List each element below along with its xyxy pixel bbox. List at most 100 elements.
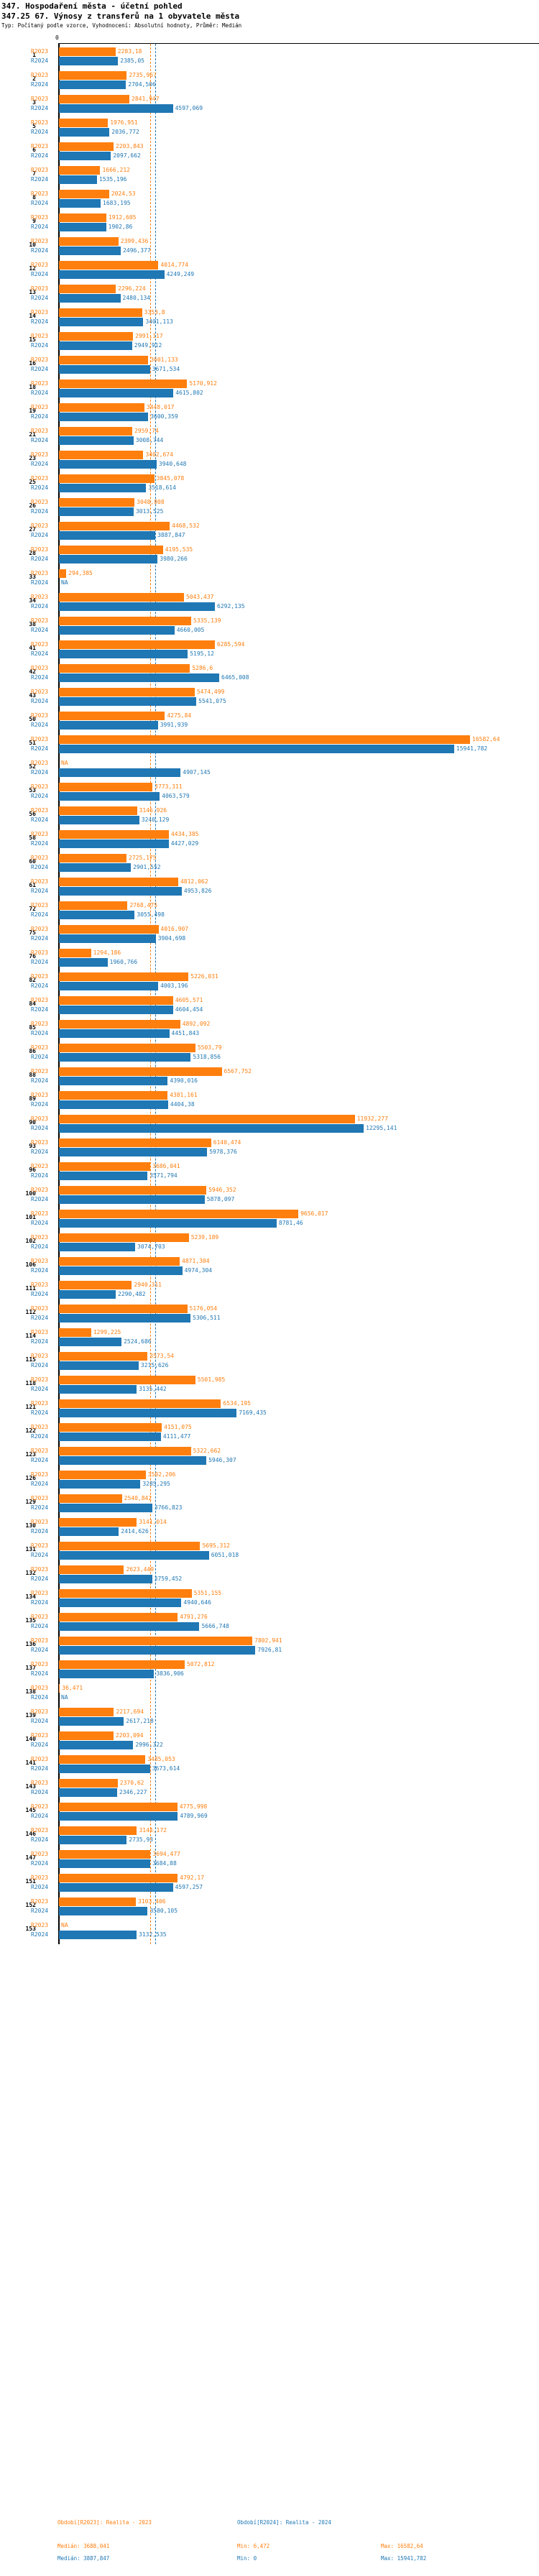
bar-2024[interactable] xyxy=(59,650,188,658)
bar-2024[interactable] xyxy=(59,1765,150,1773)
bar-2023[interactable] xyxy=(59,901,128,910)
bar-2023[interactable] xyxy=(59,1708,114,1716)
bar-2023[interactable] xyxy=(59,1376,195,1384)
bar-2024[interactable] xyxy=(59,1504,152,1512)
bar-2024[interactable] xyxy=(59,128,110,137)
bar-2023[interactable] xyxy=(59,332,134,341)
bar-2024[interactable] xyxy=(59,1907,148,1915)
bar-2024[interactable] xyxy=(59,792,160,801)
bar-2024[interactable] xyxy=(59,1290,116,1299)
bar-2024[interactable] xyxy=(59,1053,191,1062)
bar-2024[interactable] xyxy=(59,80,126,89)
bar-2024[interactable] xyxy=(59,1646,256,1655)
bar-2024[interactable] xyxy=(59,57,119,65)
bar-2023[interactable] xyxy=(59,1637,253,1645)
bar-2024[interactable] xyxy=(59,270,165,279)
bar-2023[interactable] xyxy=(59,1186,207,1195)
bar-2024[interactable] xyxy=(59,1859,151,1868)
bar-2023[interactable] xyxy=(59,1826,137,1835)
bar-2024[interactable] xyxy=(59,626,175,635)
bar-2024[interactable] xyxy=(59,1338,122,1346)
bar-2024[interactable] xyxy=(59,460,157,469)
bar-2023[interactable] xyxy=(59,498,135,507)
bar-2024[interactable] xyxy=(59,1266,183,1275)
bar-2023[interactable] xyxy=(59,261,159,270)
bar-2024[interactable] xyxy=(59,365,150,374)
bar-2023[interactable] xyxy=(59,830,169,839)
bar-2023[interactable] xyxy=(59,569,67,578)
bar-2023[interactable] xyxy=(59,356,149,364)
bar-2024[interactable] xyxy=(59,1575,152,1583)
bar-2023[interactable] xyxy=(59,1779,118,1788)
bar-2024[interactable] xyxy=(59,887,182,896)
bar-2023[interactable] xyxy=(59,1684,60,1693)
bar-2024[interactable] xyxy=(59,934,156,943)
bar-2023[interactable] xyxy=(59,474,155,483)
bar-2024[interactable] xyxy=(59,1812,178,1821)
bar-2023[interactable] xyxy=(59,47,116,56)
bar-2024[interactable] xyxy=(59,294,121,303)
bar-2023[interactable] xyxy=(59,617,192,625)
bar-2024[interactable] xyxy=(59,1124,364,1133)
bar-2023[interactable] xyxy=(59,1589,192,1598)
bar-2024[interactable] xyxy=(59,602,216,611)
bar-2023[interactable] xyxy=(59,1281,132,1289)
bar-2024[interactable] xyxy=(59,436,134,445)
bar-2024[interactable] xyxy=(59,318,144,326)
bar-2024[interactable] xyxy=(59,484,147,492)
bar-2024[interactable] xyxy=(59,175,97,184)
bar-2023[interactable] xyxy=(59,925,159,934)
bar-2023[interactable] xyxy=(59,190,109,198)
bar-2024[interactable] xyxy=(59,673,219,682)
bar-2023[interactable] xyxy=(59,1874,178,1882)
bar-2024[interactable] xyxy=(59,745,454,753)
bar-2024[interactable] xyxy=(59,389,174,397)
bar-2024[interactable] xyxy=(59,911,135,919)
bar-2024[interactable] xyxy=(59,1527,119,1536)
bar-2023[interactable] xyxy=(59,1257,180,1266)
bar-2023[interactable] xyxy=(59,1162,151,1171)
bar-2024[interactable] xyxy=(59,104,173,113)
bar-2023[interactable] xyxy=(59,1613,178,1622)
bar-2023[interactable] xyxy=(59,996,173,1005)
bar-2023[interactable] xyxy=(59,593,184,602)
bar-2024[interactable] xyxy=(59,1195,205,1204)
bar-2024[interactable] xyxy=(59,1788,117,1797)
bar-2023[interactable] xyxy=(59,1731,114,1740)
bar-2024[interactable] xyxy=(59,816,139,824)
bar-2023[interactable] xyxy=(59,1233,189,1242)
bar-2024[interactable] xyxy=(59,1006,173,1014)
bar-2024[interactable] xyxy=(59,1670,155,1678)
bar-2023[interactable] xyxy=(59,972,189,981)
bar-2024[interactable] xyxy=(59,1931,137,1939)
bar-2023[interactable] xyxy=(59,1447,191,1455)
bar-2024[interactable] xyxy=(59,247,121,255)
bar-2024[interactable] xyxy=(59,982,159,990)
bar-2023[interactable] xyxy=(59,1471,146,1479)
bar-2023[interactable] xyxy=(59,1898,137,1906)
bar-2023[interactable] xyxy=(59,878,178,886)
bar-2023[interactable] xyxy=(59,142,114,151)
bar-2023[interactable] xyxy=(59,712,165,720)
bar-2024[interactable] xyxy=(59,1409,237,1417)
bar-2024[interactable] xyxy=(59,1148,208,1156)
bar-2024[interactable] xyxy=(59,1219,277,1228)
bar-2023[interactable] xyxy=(59,664,190,673)
bar-2023[interactable] xyxy=(59,119,109,127)
bar-2023[interactable] xyxy=(59,783,153,791)
bar-2023[interactable] xyxy=(59,1494,122,1503)
bar-2024[interactable] xyxy=(59,1741,134,1749)
bar-2023[interactable] xyxy=(59,213,106,222)
bar-2023[interactable] xyxy=(59,949,91,957)
bar-2023[interactable] xyxy=(59,237,119,246)
bar-2023[interactable] xyxy=(59,806,137,815)
bar-2023[interactable] xyxy=(59,640,215,649)
bar-2023[interactable] xyxy=(59,735,470,744)
bar-2024[interactable] xyxy=(59,531,156,540)
bar-2023[interactable] xyxy=(59,95,130,104)
bar-2024[interactable] xyxy=(59,840,169,848)
bar-2024[interactable] xyxy=(59,697,197,706)
bar-2023[interactable] xyxy=(59,380,188,388)
bar-2023[interactable] xyxy=(59,451,144,459)
bar-2023[interactable] xyxy=(59,166,101,175)
